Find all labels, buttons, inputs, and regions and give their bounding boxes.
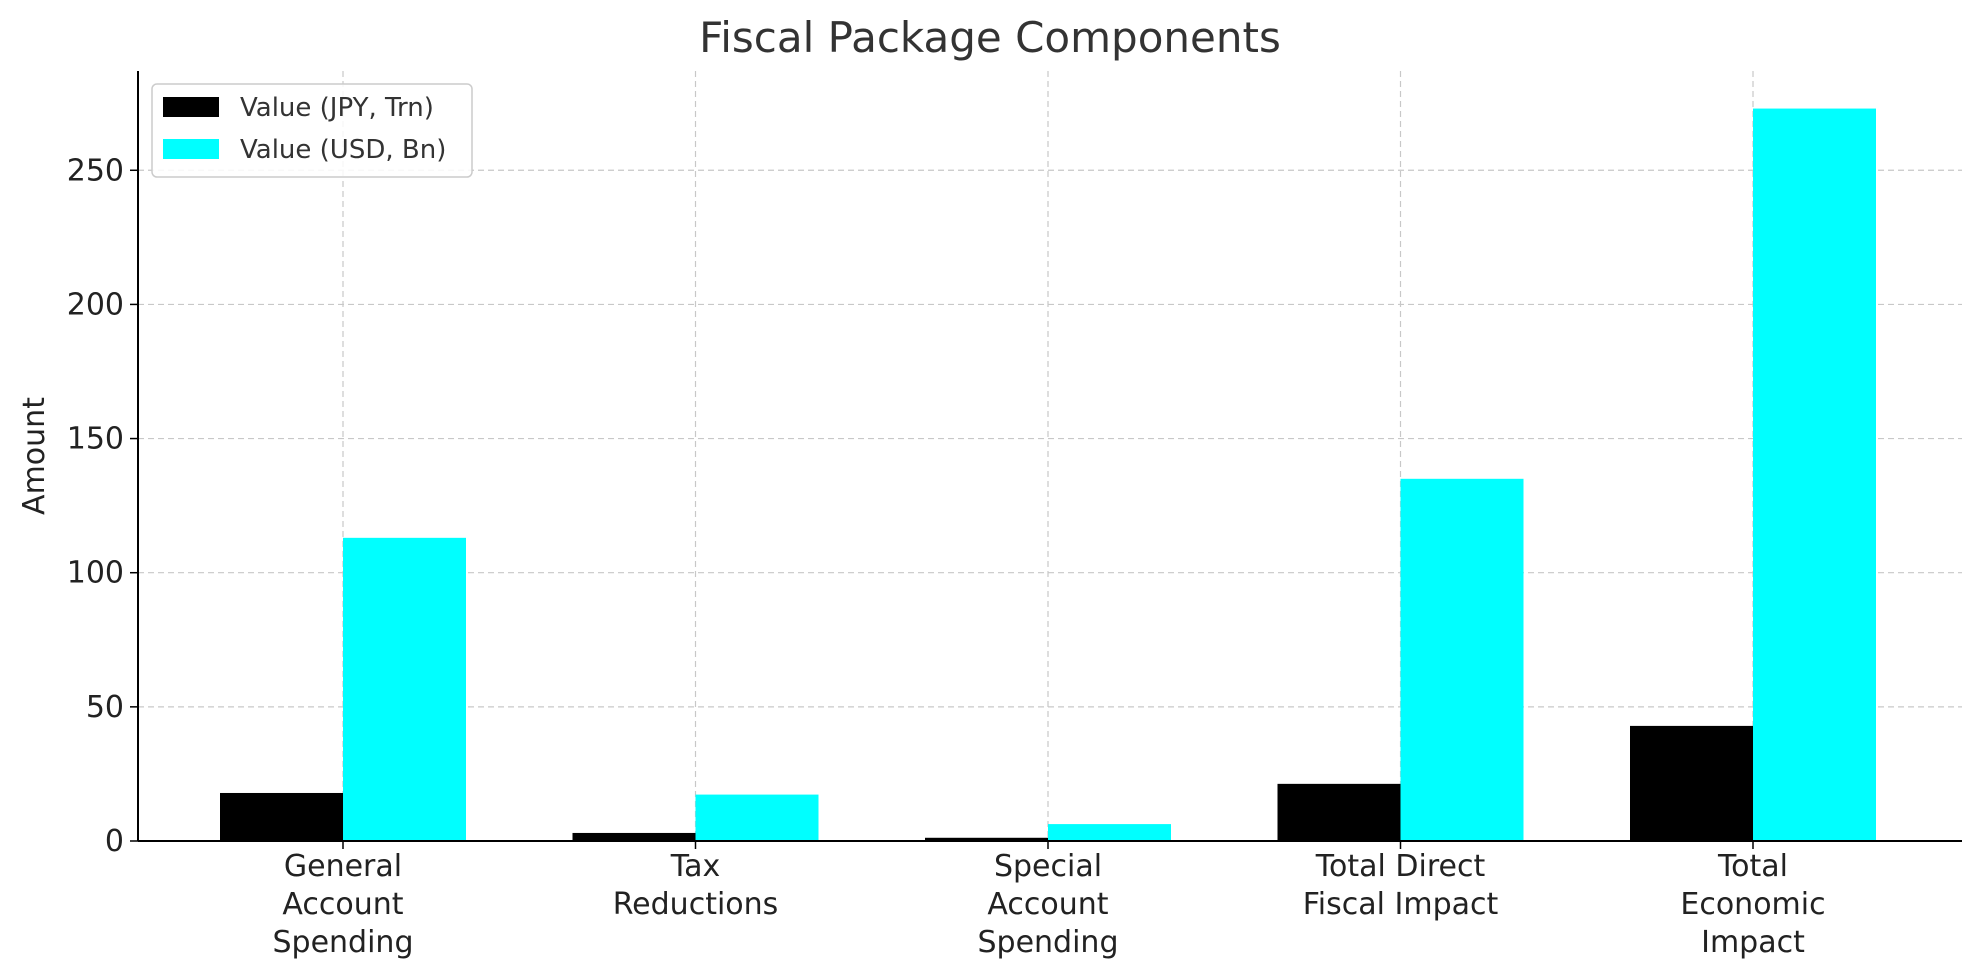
x-tick-label-0: General Account Spending — [273, 849, 414, 960]
bar-usd-3 — [1400, 478, 1524, 841]
x-tick-label-line: Spending — [273, 925, 414, 960]
x-tick-label-line: Account — [282, 887, 403, 922]
x-tick-label-line: Account — [987, 887, 1108, 922]
x-tick-label-2: Special Account Spending — [978, 849, 1119, 960]
x-tick-label-3: Total Direct Fiscal Impact — [1303, 849, 1499, 922]
bar-jpy-4 — [1630, 725, 1753, 841]
legend-box — [151, 83, 473, 178]
x-tick-label-1: Tax Reductions — [613, 849, 779, 922]
y-tick-label-0: 0 — [105, 824, 124, 859]
bar-jpy-1 — [572, 832, 696, 841]
bar-usd-4 — [1753, 108, 1876, 841]
bars — [220, 108, 1876, 841]
x-tick-label-line: Reductions — [613, 887, 779, 922]
bar-jpy-2 — [925, 837, 1048, 841]
bar-jpy-3 — [1277, 783, 1401, 841]
x-tick-label-line: Economic — [1680, 887, 1825, 922]
x-tick-label-line: Fiscal Impact — [1303, 887, 1499, 922]
bar-usd-1 — [695, 794, 819, 841]
y-ticks: 0 50 100 150 200 250 — [67, 153, 138, 859]
bar-jpy-0 — [220, 792, 343, 841]
y-tick-label-250: 250 — [67, 153, 124, 188]
y-axis-label: Amount — [17, 397, 52, 515]
y-tick-label-200: 200 — [67, 287, 124, 322]
x-tick-label-line: Total Direct — [1315, 849, 1486, 884]
x-tick-label-line: Impact — [1701, 925, 1805, 960]
x-tick-label-line: Tax — [670, 849, 721, 884]
chart-title: Fiscal Package Components — [699, 13, 1281, 62]
x-tick-label-line: Spending — [978, 925, 1119, 960]
y-tick-label-100: 100 — [67, 556, 124, 591]
legend: Value (JPY, Trn) Value (USD, Bn) — [151, 83, 473, 178]
legend-label-jpy: Value (JPY, Trn) — [240, 93, 434, 123]
legend-swatch-jpy — [163, 97, 219, 117]
bar-usd-0 — [343, 537, 466, 841]
legend-label-usd: Value (USD, Bn) — [240, 135, 446, 165]
legend-swatch-usd — [163, 139, 219, 159]
x-tick-label-line: Special — [994, 849, 1102, 884]
x-tick-label-4: Total Economic Impact — [1680, 849, 1825, 960]
y-tick-label-150: 150 — [67, 422, 124, 457]
x-tick-label-line: General — [284, 849, 402, 884]
x-tick-label-line: Total — [1717, 849, 1788, 884]
axes — [137, 71, 1962, 842]
bar-usd-2 — [1048, 824, 1171, 841]
y-tick-label-50: 50 — [86, 690, 124, 725]
